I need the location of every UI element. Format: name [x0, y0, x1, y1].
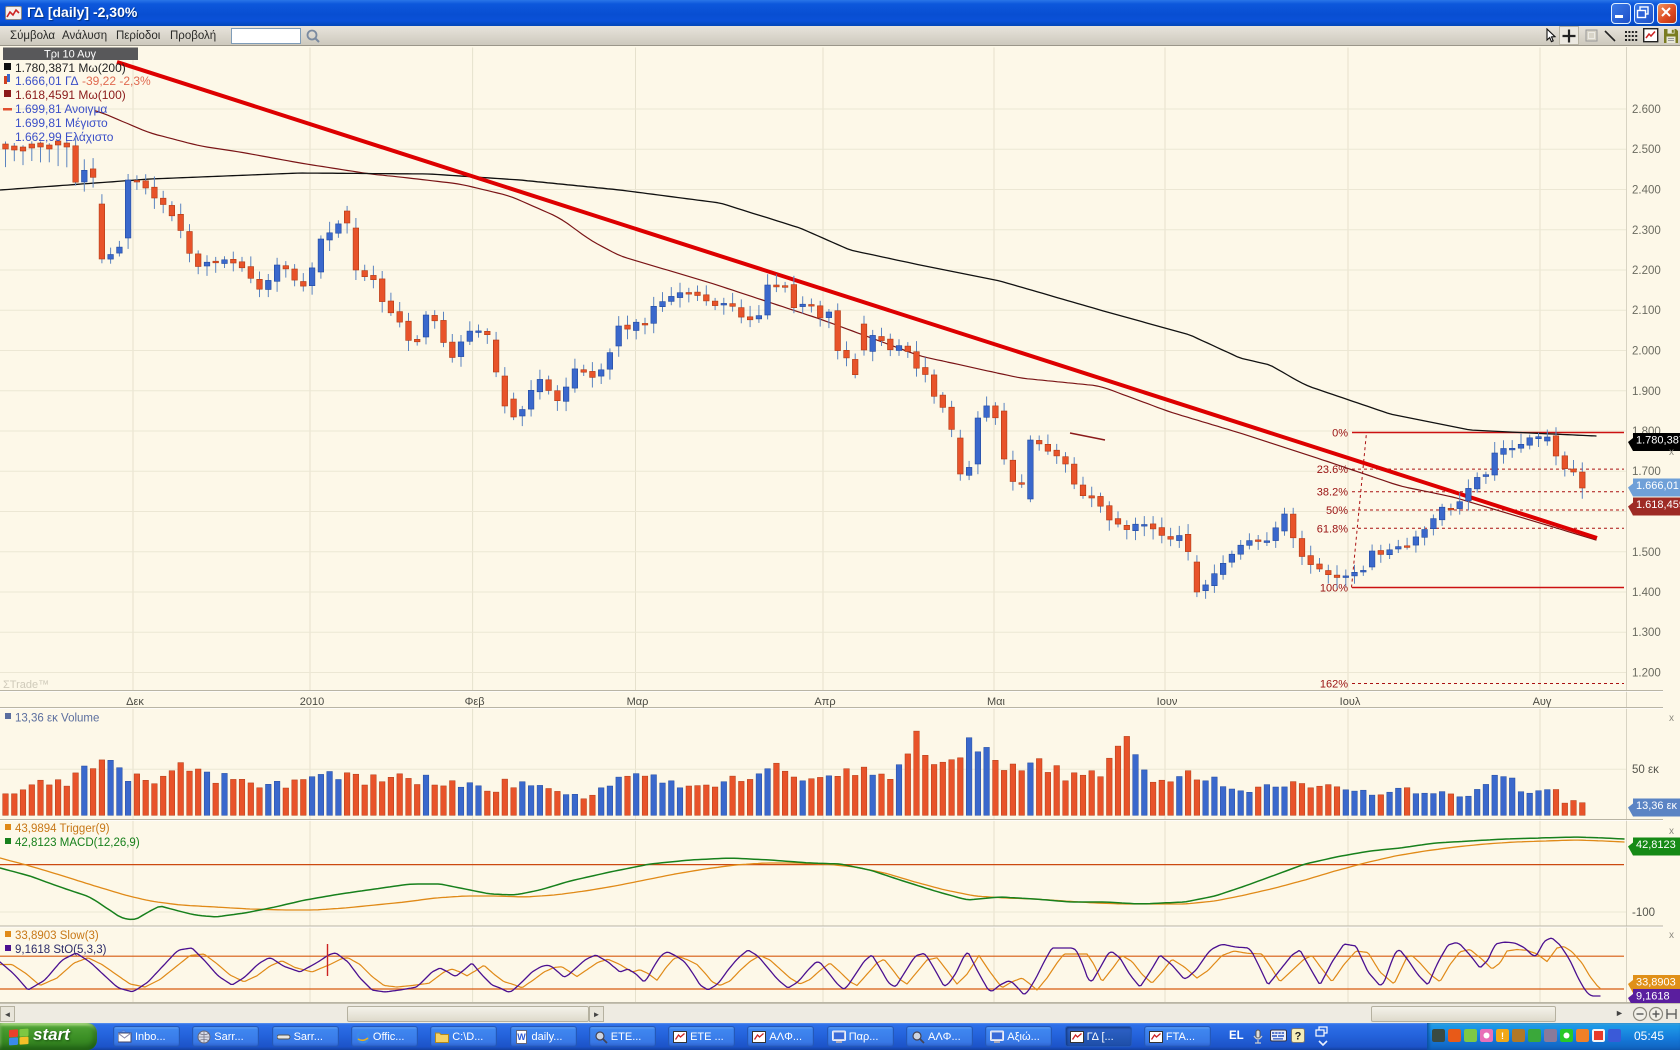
svg-text:23.6%: 23.6% — [1317, 464, 1348, 476]
svg-text:1.699,81 Μέγιστο: 1.699,81 Μέγιστο — [15, 116, 108, 130]
svg-text:Μαι: Μαι — [987, 696, 1006, 708]
svg-text:1.662,99 Ελάχιστο: 1.662,99 Ελάχιστο — [15, 130, 114, 144]
svg-text:2.300: 2.300 — [1632, 225, 1661, 237]
svg-text:13,36 εκ: 13,36 εκ — [1636, 800, 1677, 812]
svg-text:61.8%: 61.8% — [1317, 523, 1348, 535]
svg-text:1.780,387: 1.780,387 — [1636, 435, 1680, 447]
svg-text:x: x — [1669, 826, 1674, 837]
svg-text:162%: 162% — [1320, 679, 1348, 691]
svg-text:2.200: 2.200 — [1632, 265, 1661, 277]
svg-text:1.300: 1.300 — [1632, 627, 1661, 639]
svg-text:Τρι 10 Αυγ: Τρι 10 Αυγ — [44, 49, 97, 61]
svg-text:1.666,01: 1.666,01 — [1636, 480, 1679, 492]
svg-text:Αυγ: Αυγ — [1533, 696, 1552, 708]
svg-text:W: W — [517, 1032, 526, 1042]
svg-text:38.2%: 38.2% — [1317, 487, 1348, 499]
svg-text:Ιουλ: Ιουλ — [1340, 696, 1361, 708]
svg-text:2.500: 2.500 — [1632, 144, 1661, 156]
svg-text:Μαρ: Μαρ — [627, 696, 649, 708]
svg-text:ΣTrade™: ΣTrade™ — [3, 679, 49, 691]
svg-text:1.400: 1.400 — [1632, 587, 1661, 599]
svg-text:42,8123 MACD(12,26,9): 42,8123 MACD(12,26,9) — [15, 837, 140, 849]
svg-text:43,9894 Trigger(9): 43,9894 Trigger(9) — [15, 823, 110, 835]
svg-text:-100: -100 — [1632, 907, 1655, 919]
svg-text:1.618,4591 Μω(100): 1.618,4591 Μω(100) — [15, 88, 126, 102]
svg-text:100%: 100% — [1320, 583, 1348, 595]
svg-text:2010: 2010 — [300, 696, 324, 708]
svg-text:0%: 0% — [1332, 428, 1348, 440]
svg-text:x: x — [1669, 930, 1674, 941]
svg-text:1.700: 1.700 — [1632, 466, 1661, 478]
svg-text:1.900: 1.900 — [1632, 386, 1661, 398]
svg-text:42,8123: 42,8123 — [1636, 839, 1676, 851]
svg-text:1.618,459: 1.618,459 — [1636, 499, 1680, 511]
svg-text:2.100: 2.100 — [1632, 305, 1661, 317]
svg-text:1.200: 1.200 — [1632, 668, 1661, 680]
svg-text:9,1618: 9,1618 — [1636, 991, 1670, 1003]
svg-text:Φεβ: Φεβ — [465, 696, 485, 708]
svg-text:33,8903: 33,8903 — [1636, 977, 1676, 989]
svg-text:2.600: 2.600 — [1632, 104, 1661, 116]
svg-text:1.780,3871 Μω(200): 1.780,3871 Μω(200) — [15, 61, 126, 75]
svg-text:Απρ: Απρ — [814, 696, 835, 708]
svg-text:1.666,01 ΓΔ: 1.666,01 ΓΔ — [15, 74, 79, 88]
svg-text:!: ! — [1501, 1031, 1504, 1041]
svg-text:50 εκ: 50 εκ — [1632, 764, 1659, 776]
svg-text:13,36 εκ Volume: 13,36 εκ Volume — [15, 713, 99, 725]
svg-text:50%: 50% — [1326, 505, 1348, 517]
svg-text:-39,22 -2,3%: -39,22 -2,3% — [82, 74, 151, 88]
svg-text:?: ? — [1295, 1031, 1302, 1043]
svg-text:2.400: 2.400 — [1632, 185, 1661, 197]
svg-text:Ιουν: Ιουν — [1157, 696, 1178, 708]
svg-text:Δεκ: Δεκ — [126, 696, 144, 708]
svg-text:1.699,81 Ανοιγμα: 1.699,81 Ανοιγμα — [15, 102, 107, 116]
svg-text:x: x — [1669, 447, 1674, 458]
svg-text:9,1618 StO(5,3,3): 9,1618 StO(5,3,3) — [15, 944, 107, 956]
svg-text:33,8903 Slow(3): 33,8903 Slow(3) — [15, 930, 99, 942]
svg-text:2.000: 2.000 — [1632, 346, 1661, 358]
svg-text:x: x — [1669, 713, 1674, 724]
svg-text:1.500: 1.500 — [1632, 547, 1661, 559]
